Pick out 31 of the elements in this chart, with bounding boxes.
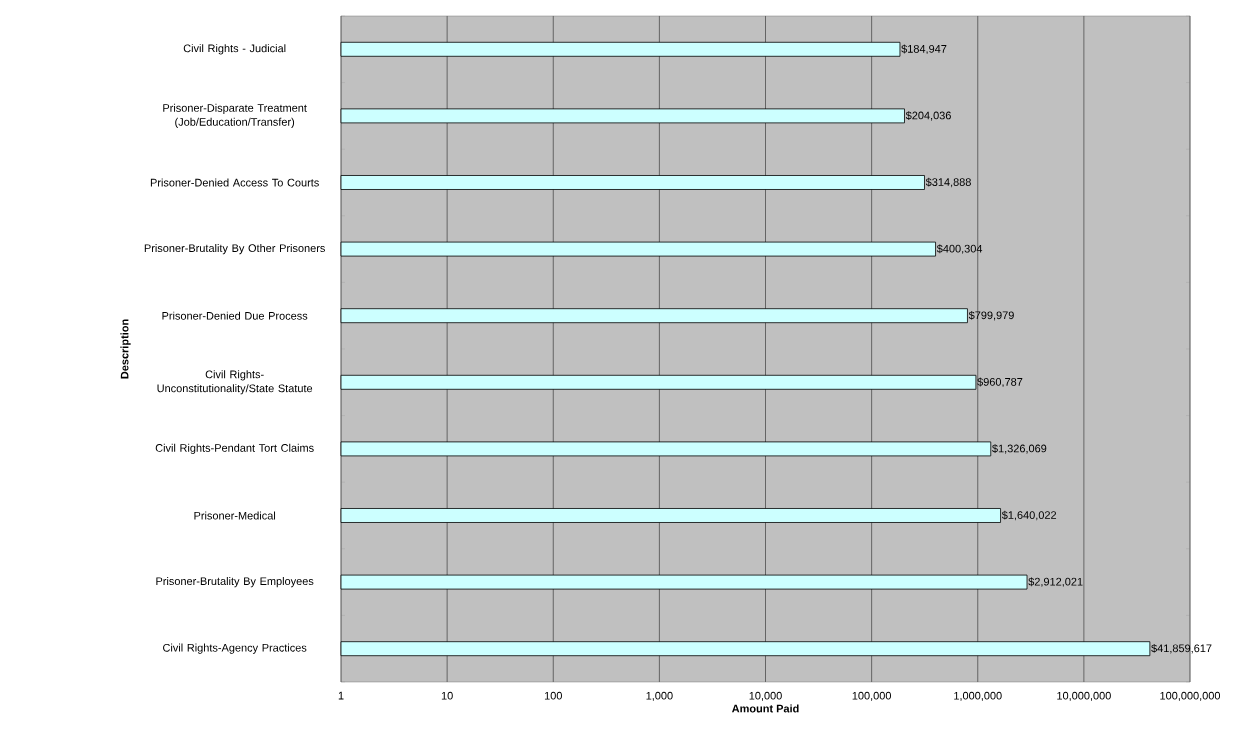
y-tick-label: Prisoner-Medical	[194, 511, 276, 520]
x-tick-label: 100	[544, 691, 562, 700]
y-tick-label: Civil Rights-Agency Practices	[163, 643, 307, 654]
data-label: $314,888	[925, 177, 971, 188]
data-label: $400,304	[936, 244, 983, 254]
data-label: $1,326,069	[992, 444, 1047, 454]
x-tick-label: 1,000	[646, 691, 673, 701]
x-tick-label: 100,000,000	[1160, 691, 1221, 701]
data-label: $960,787	[977, 377, 1023, 388]
x-tick-label: 10,000	[749, 691, 782, 701]
y-axis-title: Description	[120, 319, 131, 379]
y-tick-label: Prisoner-Denied Access To Courts	[150, 178, 319, 187]
data-label: $204,036	[905, 111, 951, 121]
x-tick-label: 1	[338, 691, 344, 700]
data-label: $184,947	[901, 44, 947, 55]
x-axis-title: Amount Paid	[731, 704, 799, 713]
y-tick-label: Prisoner-Denied Due Process	[162, 311, 308, 320]
data-label: $41,859,617	[1151, 643, 1212, 654]
y-tick-label: Civil Rights-Pendant Tort Claims	[155, 443, 314, 454]
y-tick-label: Prisoner-Brutality By Other Prisoners	[144, 243, 325, 255]
y-tick-label: Civil Rights - Judicial	[183, 44, 286, 55]
data-label: $799,979	[968, 310, 1014, 321]
y-tick-label: Prisoner-Brutality By Employees	[156, 576, 314, 588]
x-tick-label: 10	[441, 691, 453, 700]
y-tick-label: Prisoner-Disparate Treatment (Job/Education/Transfer)	[163, 103, 307, 128]
x-tick-label: 1,000,000	[954, 691, 1002, 701]
y-tick-label: Civil Rights-Unconstitutionality/State Statute	[157, 370, 313, 395]
data-label: $2,912,021	[1028, 577, 1083, 587]
x-tick-label: 100,000	[852, 691, 891, 701]
x-tick-label: 10,000,000	[1057, 691, 1111, 701]
data-label: $1,640,022	[1001, 510, 1057, 521]
